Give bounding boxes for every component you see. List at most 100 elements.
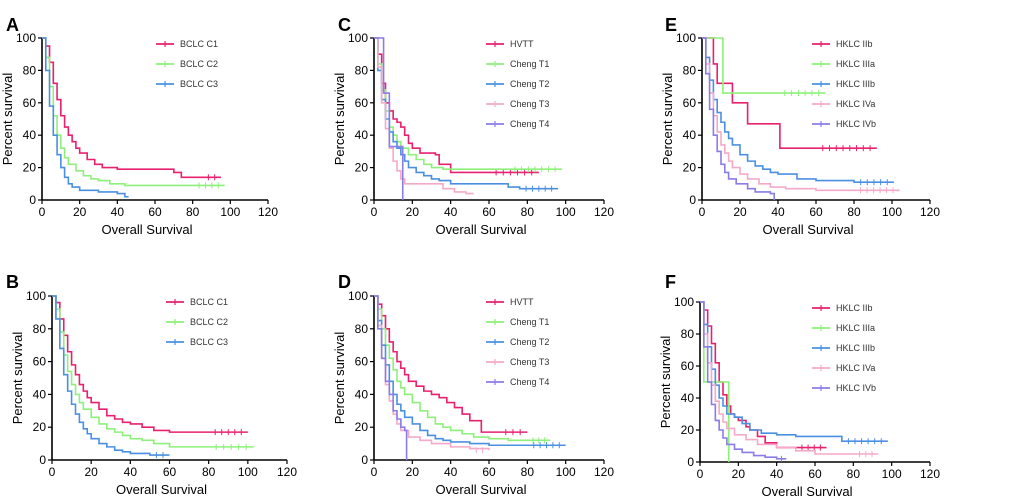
y-axis-title: Percent survival [10,332,25,425]
survival-curve [42,37,129,198]
legend-label: HKLC IVa [836,363,875,373]
survival-curve [374,295,408,460]
x-tick-label: 60 [808,467,822,481]
x-tick-label: 100 [220,205,240,219]
legend-label: Cheng T1 [510,59,549,69]
legend-label: BCLC C3 [190,337,228,347]
y-tick-label: 100 [26,289,46,303]
survival-curve [700,301,879,455]
y-tick-label: 0 [689,193,696,207]
legend-label: HKLC IVb [836,119,876,129]
y-axis-title: Percent survival [0,73,15,166]
y-tick-label: 80 [683,63,697,77]
x-tick-label: 80 [186,205,200,219]
x-tick-label: 120 [277,465,297,479]
legend-label: Cheng T3 [510,99,549,109]
y-tick-label: 20 [355,420,369,434]
y-tick-label: 80 [355,322,369,336]
y-tick-label: 60 [683,96,697,110]
y-tick-label: 40 [355,387,369,401]
y-tick-label: 0 [687,455,694,469]
x-tick-label: 100 [882,467,902,481]
panel-e: E 0 20 40 60 80 100 120 0 20 40 60 80 100 Overall Surv… [660,15,940,237]
y-axis-title: Percent survival [658,336,673,429]
legend-label: BCLC C2 [190,317,228,327]
x-axis-title: Overall Survival [435,482,526,497]
legend-label: HKLC IIb [836,303,873,313]
survival-curve [42,37,221,179]
y-tick-label: 100 [348,289,368,303]
x-tick-label: 40 [770,467,784,481]
survival-curve [702,37,826,94]
x-tick-label: 40 [444,205,458,219]
survival-curve [42,37,225,187]
panel-label: E [665,15,677,35]
y-tick-label: 80 [33,322,47,336]
x-tick-label: 120 [594,205,614,219]
legend-label: BCLC C3 [180,79,218,89]
legend-label: HKLC IVa [836,99,875,109]
y-tick-label: 20 [33,420,47,434]
legend-label: Cheng T4 [510,377,549,387]
legend-label: Cheng T3 [510,357,549,367]
panel-d: D 0 20 40 60 80 100 120 0 20 40 60 80 100 Overall Surv… [332,272,614,497]
x-tick-label: 80 [521,465,535,479]
x-axis-title: Overall Survival [116,482,207,497]
x-tick-label: 0 [371,205,378,219]
survival-curve [702,37,900,192]
x-tick-label: 80 [521,205,535,219]
y-tick-label: 80 [681,327,695,341]
x-tick-label: 40 [124,465,138,479]
y-tick-label: 40 [355,128,369,142]
x-tick-label: 100 [556,205,576,219]
x-tick-label: 60 [163,465,177,479]
x-tick-label: 100 [238,465,258,479]
y-tick-label: 40 [23,128,37,142]
x-tick-label: 80 [202,465,216,479]
survival-curve [374,37,539,174]
y-tick-label: 0 [29,193,36,207]
x-axis-title: Overall Survival [762,222,853,237]
survival-curve [374,295,490,451]
x-tick-label: 80 [847,467,861,481]
y-tick-label: 100 [674,295,694,309]
x-tick-label: 20 [73,205,87,219]
y-tick-label: 60 [355,355,369,369]
y-tick-label: 100 [16,31,36,45]
legend-label: Cheng T2 [510,79,549,89]
x-tick-label: 20 [84,465,98,479]
x-tick-label: 0 [371,465,378,479]
y-tick-label: 60 [23,96,37,110]
legend-label: HVTT [510,297,534,307]
y-tick-label: 40 [33,387,47,401]
y-tick-label: 0 [361,193,368,207]
panel-f: F 0 20 40 60 80 100 120 0 20 40 60 80 100 Overall Surv… [658,272,940,499]
panel-label: A [6,15,19,35]
y-tick-label: 20 [355,161,369,175]
x-tick-label: 120 [920,205,940,219]
survival-curve [374,295,551,442]
x-tick-label: 20 [406,205,420,219]
x-tick-label: 0 [697,467,704,481]
x-tick-label: 40 [444,465,458,479]
x-tick-label: 0 [49,465,56,479]
x-tick-label: 100 [556,465,576,479]
legend-label: BCLC C1 [190,297,228,307]
survival-curve [700,301,888,442]
y-tick-label: 60 [681,359,695,373]
x-tick-label: 20 [406,465,420,479]
panel-a: A 0 20 40 60 80 100 120 0 20 40 60 80 100 Overall Surv… [0,15,278,237]
y-tick-label: 100 [676,31,696,45]
x-tick-label: 0 [39,205,46,219]
panel-label: D [338,272,351,292]
x-tick-label: 60 [482,465,496,479]
x-tick-label: 120 [920,467,940,481]
survival-curve [374,295,528,433]
legend-label: HKLC IIb [836,39,873,49]
x-axis-title: Overall Survival [101,222,192,237]
legend-label: Cheng T1 [510,317,549,327]
x-tick-label: 20 [732,467,746,481]
legend-label: BCLC C1 [180,39,218,49]
panel-b: B 0 20 40 60 80 100 120 0 20 40 60 80 100 Overall Surv… [6,272,297,497]
